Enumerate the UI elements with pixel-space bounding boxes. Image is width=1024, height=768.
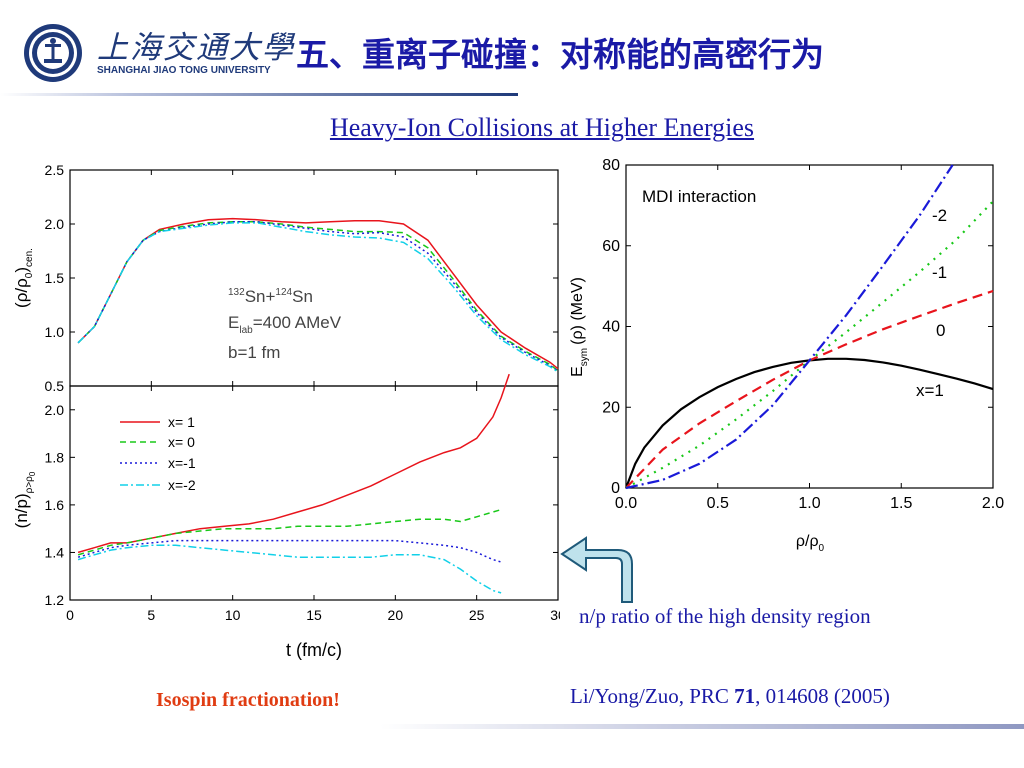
header-divider (0, 93, 518, 96)
esym-ytick-label-4: 80 (602, 157, 620, 174)
esym-xlabel: ρ/ρ0 (796, 533, 825, 554)
esym-series-2 (625, 200, 994, 489)
reference-citation: Li/Yong/Zuo, PRC 71, 014608 (2005) (570, 684, 890, 709)
top-series-0 (77, 217, 559, 370)
bottom-xtick-label-1: 5 (147, 607, 155, 623)
legend-label-x1: x= 1 (168, 414, 195, 430)
bottom-ytick-label-1: 1.4 (45, 544, 65, 560)
reference-volume: 71 (734, 684, 756, 708)
density-np-ratio-figure: 0.5 1.0 1.5 2.0 2.5 1.2 1.4 1.6 1.8 2.0 0 5 10 15 20 2… (12, 162, 560, 660)
top-panel-ylabel: (ρ/ρ0)cen. (12, 248, 35, 308)
esym-ylabel: Esym(ρ) (MeV) (569, 277, 590, 377)
top-ytick-label-2: 1.5 (45, 270, 65, 286)
bottom-series-1 (77, 508, 502, 556)
curve-label-x1: x=1 (916, 381, 944, 400)
collision-annotation-impact: b=1 fm (228, 343, 280, 362)
bottom-plot-frame (69, 385, 559, 601)
school-name-english: SHANGHAI JIAO TONG UNIVERSITY (97, 65, 271, 76)
bottom-ytick-label-2: 1.6 (45, 497, 65, 513)
bottom-xtick-label-6: 30 (550, 607, 560, 623)
bottom-xtick-label-3: 15 (306, 607, 322, 623)
esym-series-3 (625, 164, 954, 490)
collision-annotation-system: 132Sn+124Sn (228, 287, 313, 306)
curve-label-xm2: -2 (932, 206, 947, 225)
bottom-xtick-label-4: 20 (388, 607, 404, 623)
esym-xtick-label-4: 2.0 (982, 495, 1004, 512)
reference-suffix: , 014608 (2005) (755, 684, 890, 708)
symmetry-energy-figure: 0 20 40 60 80 0.0 0.5 1.0 1.5 2.0 MDI interaction… (569, 157, 1004, 554)
bottom-panel-xlabel: t (fm/c) (286, 640, 342, 660)
bottom-panel-ylabel: (n/p)ρ>ρ0 (12, 471, 37, 528)
bottom-series-0 (77, 373, 510, 554)
esym-xtick-label-3: 1.5 (890, 495, 912, 512)
top-plot-frame (69, 169, 559, 387)
esym-xtick-label-0: 0.0 (615, 495, 637, 512)
esym-xtick-label-2: 1.0 (798, 495, 820, 512)
legend-label-x0: x= 0 (168, 434, 195, 450)
top-series-2 (77, 221, 559, 372)
reference-prefix: Li/Yong/Zuo, PRC (570, 684, 735, 708)
slide-subtitle: Heavy-Ion Collisions at Higher Energies (329, 113, 755, 142)
esym-ytick-label-3: 60 (602, 238, 620, 255)
top-ytick-label-4: 2.5 (45, 162, 65, 178)
bottom-xtick-label-2: 10 (225, 607, 241, 623)
esym-ytick-label-1: 20 (602, 399, 620, 416)
university-seal-logo (24, 24, 82, 82)
curve-label-x0: 0 (936, 321, 945, 340)
bottom-ytick-label-4: 2.0 (45, 402, 65, 418)
bottom-series-3 (77, 544, 502, 594)
np-ratio-caption: n/p ratio of the high density region (579, 604, 871, 628)
esym-series-0 (624, 357, 994, 489)
legend-label-xm1: x=-1 (168, 455, 196, 471)
curved-arrow-icon (560, 536, 633, 603)
top-series-1 (77, 221, 559, 372)
collision-annotation-energy: Elab=400 AMeV (228, 313, 342, 336)
footer-divider (380, 724, 1024, 729)
esym-title: MDI interaction (642, 187, 756, 206)
esym-ytick-label-0: 0 (611, 480, 620, 497)
slide-title: 五、重离子碰撞：对称能的高密行为 (296, 35, 824, 74)
bottom-series-2 (77, 539, 502, 563)
esym-ytick-label-2: 40 (602, 319, 620, 336)
bottom-ytick-label-0: 1.2 (45, 592, 65, 608)
bottom-panel-legend: x= 1 x= 0 x=-1 x=-2 (120, 414, 196, 493)
top-series-3 (77, 222, 559, 373)
curve-label-xm1: -1 (932, 263, 947, 282)
bottom-ytick-label-3: 1.8 (45, 449, 65, 465)
bottom-xtick-label-0: 0 (66, 607, 74, 623)
top-ytick-label-1: 1.0 (45, 324, 65, 340)
legend-label-xm2: x=-2 (168, 477, 196, 493)
esym-xtick-label-1: 0.5 (707, 495, 729, 512)
top-ytick-label-0: 0.5 (45, 378, 65, 394)
school-name-chinese: 上海交通大學 (97, 30, 295, 66)
bottom-xtick-label-5: 25 (469, 607, 485, 623)
top-ytick-label-3: 2.0 (45, 216, 65, 232)
isospin-fractionation-note: Isospin fractionation! (156, 689, 340, 711)
